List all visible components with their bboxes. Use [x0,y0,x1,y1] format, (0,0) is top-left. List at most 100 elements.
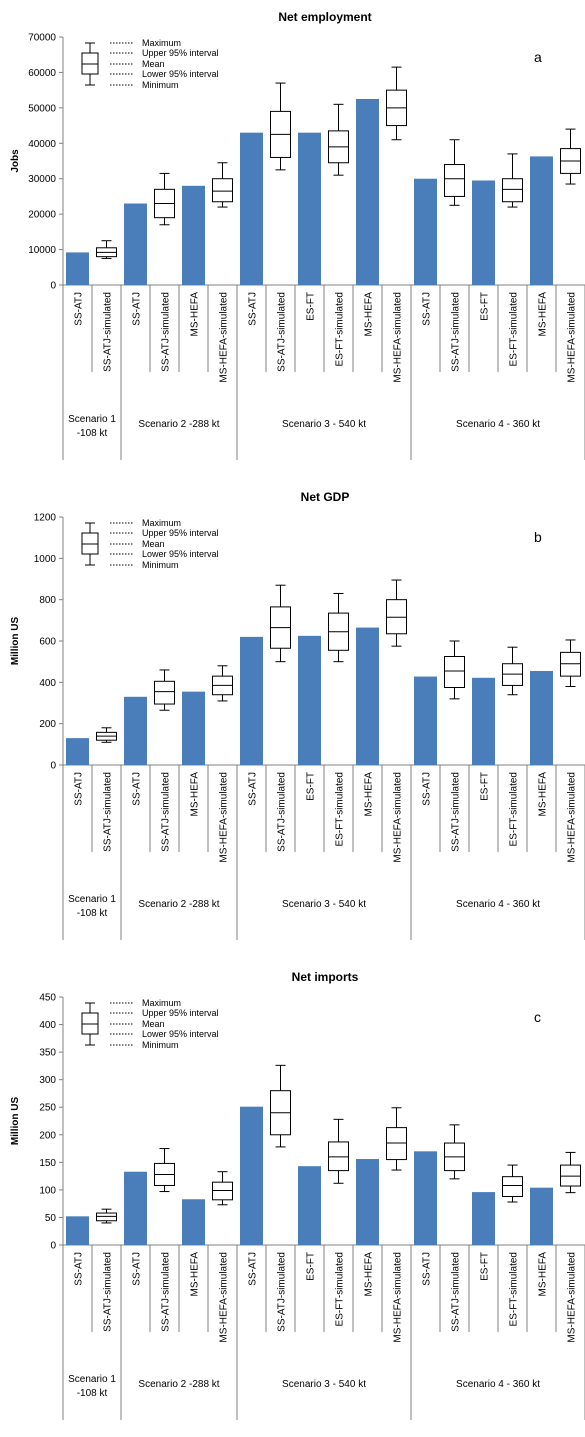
box-plot-ms-hefa-simulated [212,665,233,702]
x-category-label: SS-ATJ-simulated [451,1252,462,1332]
bar-ms-hefa [356,1159,379,1245]
group-label: Scenario 4 - 360 kt [456,899,540,910]
y-tick-label: 1200 [34,513,57,524]
y-tick-label: 350 [39,1048,56,1059]
x-category-label: MS-HEFA [190,772,201,817]
box-plot-es-ft-simulated [328,592,349,663]
box-plot-ms-hefa-simulated [212,162,233,208]
bar-es-ft [472,1192,495,1245]
x-category-label: MS-HEFA [538,292,549,337]
y-tick-label: 400 [39,678,56,689]
x-category-label: MS-HEFA-simulated [393,292,404,383]
box-plot-ss-atj-simulated [444,139,465,206]
chart-panel-gdp: Net GDP b Million US 0 200 400 600 800 1000 1200 S… [0,480,585,950]
box-plot-ss-atj-simulated [444,640,465,700]
bar-ms-hefa [182,185,205,285]
group-label-line2: -108 kt [77,908,108,919]
bar-ss-atj [414,1151,437,1245]
legend-entry: Maximum [142,998,181,1008]
group-label-line2: -108 kt [77,428,108,439]
x-category-label: SS-ATJ [248,1252,259,1286]
box-plot-ms-hefa-simulated [386,1107,407,1171]
x-category-label: ES-FT [306,1252,317,1281]
legend-entry: Upper 95% interval [142,528,219,538]
group-label: Scenario 1 [68,1374,116,1385]
y-tick-label: 40000 [28,139,56,150]
x-category-label: ES-FT-simulated [509,292,520,366]
x-category-label: MS-HEFA [364,292,375,337]
bar-ss-atj [414,178,437,285]
box-plot-ss-atj-simulated [96,240,117,259]
y-tick-label: 200 [39,1130,56,1141]
x-category-label: MS-HEFA-simulated [393,772,404,863]
box-plot-ss-atj-simulated [154,1148,175,1193]
y-tick-label: 400 [39,1020,56,1031]
bar-es-ft [298,635,321,765]
bar-es-ft [472,677,495,765]
chart-title: Net GDP [301,490,350,504]
y-tick-label: 800 [39,595,56,606]
x-category-label: MS-HEFA [190,1252,201,1297]
y-tick-label: 10000 [28,245,56,256]
legend-entry: Lower 95% interval [142,1029,219,1039]
box-plot-ms-hefa-simulated [386,66,407,141]
bar-ss-atj [124,1171,147,1245]
legend-entry: Upper 95% interval [142,1008,219,1018]
x-category-label: MS-HEFA [190,292,201,337]
panel-letter: c [534,1009,541,1025]
x-category-label: MS-HEFA-simulated [567,1252,578,1343]
group-label-line2: -108 kt [77,1388,108,1399]
y-tick-label: 60000 [28,68,56,79]
y-tick-label: 50000 [28,103,56,114]
legend-entry: Minimum [142,1040,179,1050]
x-category-label: ES-FT [480,292,491,321]
group-label: Scenario 3 - 540 kt [282,1379,366,1390]
bar-ms-hefa [356,627,379,765]
bar-ss-atj [66,252,89,285]
y-tick-label: 600 [39,637,56,648]
chart-title: Net imports [292,970,359,984]
x-category-label: MS-HEFA-simulated [219,772,230,863]
x-category-label: ES-FT-simulated [509,772,520,846]
x-category-label: SS-ATJ [422,1252,433,1286]
x-category-label: MS-HEFA [538,1252,549,1297]
y-axis-label: Jobs [10,149,21,173]
box-plot-es-ft-simulated [502,646,523,696]
legend-entry: Maximum [142,38,181,48]
x-category-label: SS-ATJ-simulated [277,1252,288,1332]
x-category-label: SS-ATJ-simulated [161,292,172,372]
x-category-label: SS-ATJ-simulated [103,772,114,852]
y-tick-label: 250 [39,1103,56,1114]
x-category-label: SS-ATJ-simulated [103,1252,114,1332]
y-tick-label: 70000 [28,33,56,44]
box-plot-ms-hefa-simulated [212,1171,233,1206]
legend-entry: Mean [142,539,165,549]
x-category-label: MS-HEFA-simulated [567,772,578,863]
bar-ms-hefa [530,156,553,285]
x-category-label: MS-HEFA [364,772,375,817]
y-tick-label: 30000 [28,174,56,185]
legend-entry: Maximum [142,518,181,528]
box-plot-es-ft-simulated [502,1164,523,1203]
chart-title: Net employment [278,10,371,24]
x-category-label: SS-ATJ [132,1252,143,1286]
x-category-label: ES-FT [306,772,317,801]
x-category-label: SS-ATJ [422,772,433,806]
bar-ms-hefa [356,99,379,285]
group-label: Scenario 4 - 360 kt [456,419,540,430]
box-plot-ss-atj-simulated [96,727,117,743]
panel-letter: a [534,49,542,65]
x-category-label: ES-FT-simulated [335,1252,346,1326]
legend-entry: Minimum [142,560,179,570]
box-plot-ss-atj-simulated [444,1124,465,1180]
x-category-label: SS-ATJ [74,772,85,806]
box-plot-ss-atj-simulated [270,82,291,171]
y-axis-label: Million US [10,617,21,666]
legend-entry: Minimum [142,80,179,90]
y-axis-label: Million US [10,1097,21,1146]
bar-ss-atj [66,1216,89,1245]
x-category-label: SS-ATJ-simulated [277,292,288,372]
x-category-label: SS-ATJ [248,292,259,326]
bar-es-ft [298,132,321,285]
chart-svg: Net imports c Million US 0 50 100 150 200 250 300… [10,970,585,1420]
